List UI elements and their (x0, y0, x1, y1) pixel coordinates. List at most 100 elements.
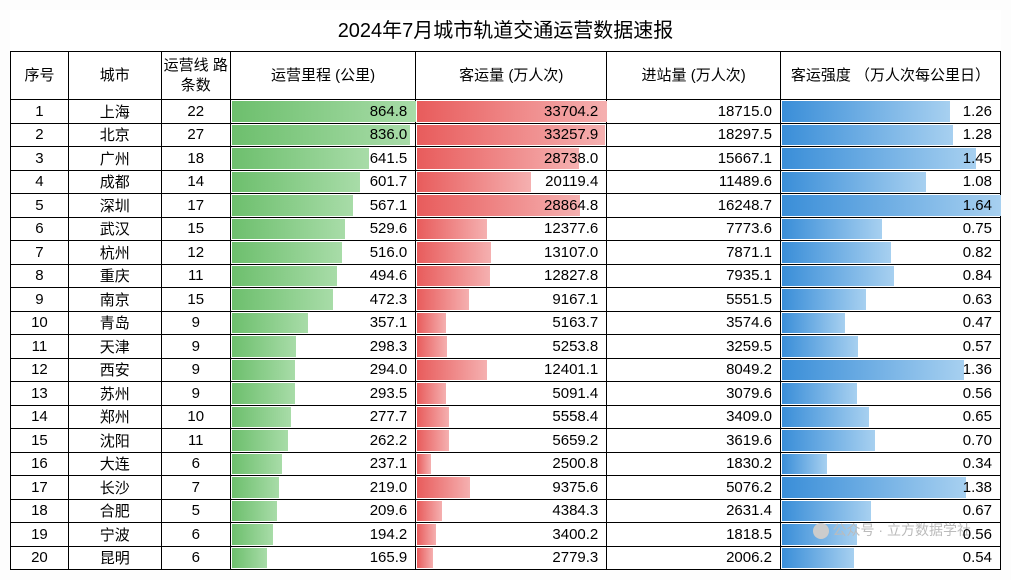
bar-cell: 2500.8 (416, 452, 607, 476)
bar-value: 5163.7 (552, 314, 600, 331)
cell: 长沙 (68, 476, 161, 500)
bar-cell: 9375.6 (416, 476, 607, 500)
bar-cell: 28738.0 (416, 147, 607, 171)
bar-value: 516.0 (370, 244, 410, 261)
cell: 11 (11, 335, 69, 359)
table-row: 15沈阳11262.25659.23619.60.70 (11, 429, 1001, 453)
bar-cell: 20119.4 (416, 170, 607, 194)
cell: 3409.0 (607, 405, 781, 429)
cell: 18297.5 (607, 123, 781, 147)
bar-value: 12401.1 (544, 361, 600, 378)
bar-value: 0.54 (963, 549, 994, 566)
cell: 19 (11, 523, 69, 547)
bar-value: 641.5 (370, 150, 410, 167)
cell: 5551.5 (607, 288, 781, 312)
bar-value: 357.1 (370, 314, 410, 331)
data-bar (782, 407, 869, 428)
table-row: 17长沙7219.09375.65076.21.38 (11, 476, 1001, 500)
bar-value: 20119.4 (545, 173, 600, 190)
bar-value: 567.1 (370, 197, 410, 214)
bar-cell: 0.67 (780, 499, 1000, 523)
bar-value: 601.7 (370, 173, 410, 190)
header-rank: 序号 (11, 52, 69, 100)
bar-cell: 1.36 (780, 358, 1000, 382)
cell: 深圳 (68, 194, 161, 218)
cell: 宁波 (68, 523, 161, 547)
data-bar (232, 430, 288, 451)
bar-cell: 219.0 (230, 476, 415, 500)
bar-value: 12377.6 (544, 220, 600, 237)
bar-cell: 357.1 (230, 311, 415, 335)
data-bar (782, 172, 926, 193)
table-row: 10青岛9357.15163.73574.60.47 (11, 311, 1001, 335)
table-row: 1上海22864.833704.218715.01.26 (11, 100, 1001, 124)
table-row: 19宁波6194.23400.21818.50.56 (11, 523, 1001, 547)
bar-value: 1.28 (963, 126, 994, 143)
bar-cell: 516.0 (230, 241, 415, 265)
bar-value: 194.2 (370, 526, 410, 543)
cell: 16248.7 (607, 194, 781, 218)
bar-value: 262.2 (370, 432, 410, 449)
bar-cell: 262.2 (230, 429, 415, 453)
bar-cell: 0.56 (780, 523, 1000, 547)
bar-cell: 0.65 (780, 405, 1000, 429)
bar-cell: 0.84 (780, 264, 1000, 288)
bar-value: 0.63 (963, 291, 994, 308)
bar-value: 13107.0 (544, 244, 600, 261)
data-bar (417, 548, 433, 569)
cell: 14 (11, 405, 69, 429)
cell: 4 (11, 170, 69, 194)
data-bar (782, 548, 854, 569)
cell: 6 (11, 217, 69, 241)
cell: 27 (161, 123, 230, 147)
table-row: 5深圳17567.128864.816248.71.64 (11, 194, 1001, 218)
data-bar (232, 360, 295, 381)
cell: 3 (11, 147, 69, 171)
cell: 2631.4 (607, 499, 781, 523)
table-row: 6武汉15529.612377.67773.60.75 (11, 217, 1001, 241)
bar-cell: 294.0 (230, 358, 415, 382)
bar-cell: 5091.4 (416, 382, 607, 406)
cell: 8 (11, 264, 69, 288)
cell: 6 (161, 452, 230, 476)
bar-value: 237.1 (370, 455, 410, 472)
bar-cell: 1.64 (780, 194, 1000, 218)
data-bar (417, 524, 436, 545)
data-bar (417, 501, 442, 522)
data-bar (782, 501, 871, 522)
table-body: 1上海22864.833704.218715.01.262北京27836.033… (11, 100, 1001, 570)
data-bar (782, 313, 845, 334)
data-bar (782, 383, 857, 404)
header-intensity: 客运强度 （万人次每公里日） (780, 52, 1000, 100)
bar-cell: 1.45 (780, 147, 1000, 171)
data-bar (232, 195, 353, 216)
cell: 沈阳 (68, 429, 161, 453)
data-bar (232, 336, 296, 357)
data-bar (782, 524, 857, 545)
bar-cell: 641.5 (230, 147, 415, 171)
data-bar (417, 313, 446, 334)
cell: 南京 (68, 288, 161, 312)
data-bar (417, 172, 530, 193)
data-bar (232, 313, 308, 334)
cell: 5076.2 (607, 476, 781, 500)
cell: 青岛 (68, 311, 161, 335)
cell: 20 (11, 546, 69, 570)
bar-cell: 0.70 (780, 429, 1000, 453)
bar-value: 0.57 (963, 338, 994, 355)
bar-cell: 0.75 (780, 217, 1000, 241)
cell: 9 (161, 335, 230, 359)
bar-value: 12827.8 (544, 267, 600, 284)
cell: 15667.1 (607, 147, 781, 171)
data-bar (782, 360, 964, 381)
cell: 3259.5 (607, 335, 781, 359)
bar-cell: 5558.4 (416, 405, 607, 429)
table-row: 12西安9294.012401.18049.21.36 (11, 358, 1001, 382)
data-bar (782, 242, 892, 263)
bar-cell: 9167.1 (416, 288, 607, 312)
table-row: 11天津9298.35253.83259.50.57 (11, 335, 1001, 359)
bar-cell: 836.0 (230, 123, 415, 147)
bar-value: 33257.9 (544, 126, 600, 143)
bar-value: 0.67 (963, 502, 994, 519)
bar-cell: 601.7 (230, 170, 415, 194)
